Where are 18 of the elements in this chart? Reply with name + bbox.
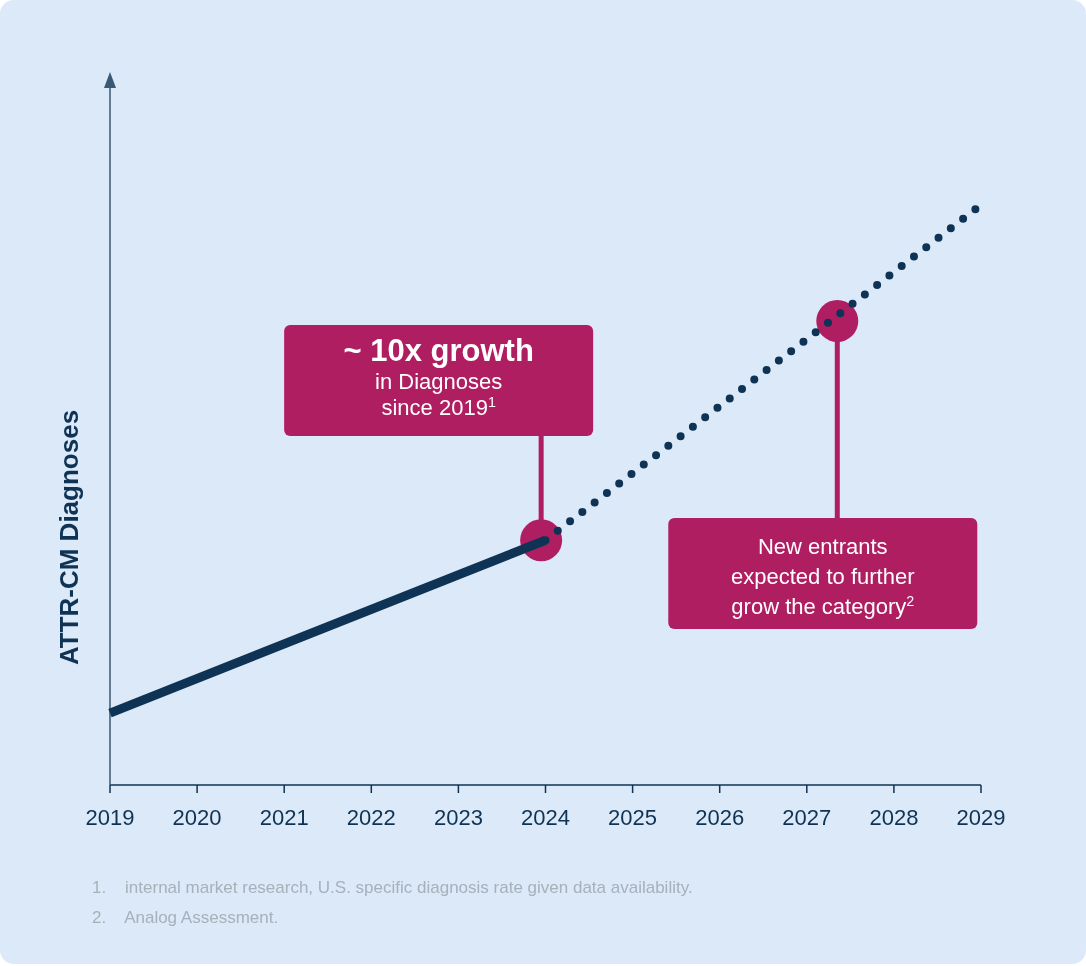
callout: New entrants expected to further grow the category$^{2}$	[668, 300, 978, 629]
x-tick-label: 2027	[782, 805, 832, 830]
x-tick-label: 2021	[259, 805, 309, 830]
text: 2. Analog Assessment.	[92, 908, 279, 927]
x-tick-label: 2026	[695, 805, 745, 830]
x-tick-label: 2020	[172, 805, 222, 830]
text: 1. internal market research, U.S. specific diagnosis rate given data availability.	[92, 878, 693, 897]
x-tick-label: 2029	[956, 805, 1006, 830]
x-tick-label: 2022	[346, 805, 396, 830]
annotation: ~ 10x growth in Diagnoses since 2019$^{1}$	[343, 333, 534, 420]
x-tick-label: 2019	[85, 805, 135, 830]
callout: ~ 10x growth in Diagnoses since 2019$^{1}$	[284, 325, 594, 562]
x-tick-label: 2025	[608, 805, 658, 830]
x-tick-label: 2024	[521, 805, 570, 830]
y-axis-title: ATTR-CM Diagnoses	[54, 409, 84, 666]
x-tick-label: 2028	[869, 805, 919, 830]
x-tick-label: 2023	[433, 805, 483, 830]
annotation: New entrants expected to further grow the category$^{2}$	[731, 534, 915, 619]
